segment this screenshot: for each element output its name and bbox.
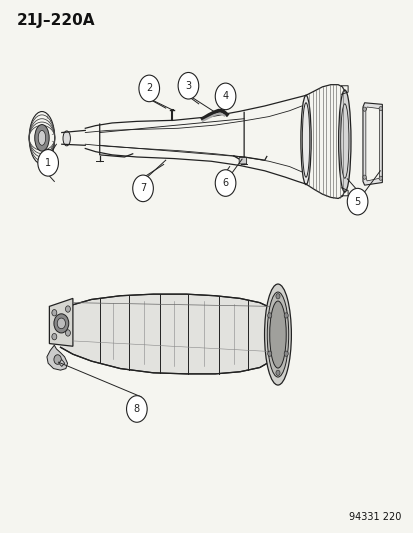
Ellipse shape <box>35 125 49 151</box>
Text: 6: 6 <box>222 178 228 188</box>
Ellipse shape <box>63 131 70 146</box>
Text: 1: 1 <box>45 158 51 168</box>
Circle shape <box>54 355 61 365</box>
Circle shape <box>215 169 235 196</box>
Text: 5: 5 <box>354 197 360 207</box>
Circle shape <box>215 83 235 110</box>
Text: 2: 2 <box>146 83 152 93</box>
Circle shape <box>139 75 159 102</box>
Polygon shape <box>59 360 64 367</box>
Text: 21J–220A: 21J–220A <box>17 13 95 28</box>
Ellipse shape <box>267 292 288 377</box>
FancyBboxPatch shape <box>239 158 246 164</box>
Circle shape <box>283 351 287 357</box>
Circle shape <box>54 314 69 333</box>
Circle shape <box>57 318 65 329</box>
Circle shape <box>267 351 271 357</box>
Circle shape <box>267 313 271 318</box>
Text: 3: 3 <box>185 81 191 91</box>
Circle shape <box>38 150 58 176</box>
Circle shape <box>52 310 57 316</box>
Circle shape <box>275 294 279 299</box>
Polygon shape <box>60 294 277 374</box>
Text: 8: 8 <box>133 404 140 414</box>
Polygon shape <box>49 298 73 346</box>
Ellipse shape <box>38 131 45 146</box>
Circle shape <box>362 107 366 111</box>
Circle shape <box>126 395 147 422</box>
Circle shape <box>52 334 57 340</box>
Circle shape <box>65 330 70 336</box>
Polygon shape <box>362 103 382 185</box>
Circle shape <box>378 107 382 111</box>
Circle shape <box>347 188 367 215</box>
Circle shape <box>133 175 153 201</box>
Circle shape <box>178 72 198 99</box>
Circle shape <box>362 175 366 179</box>
Circle shape <box>275 370 279 375</box>
Ellipse shape <box>269 301 285 368</box>
Circle shape <box>65 306 70 312</box>
Text: 94331 220: 94331 220 <box>348 512 400 522</box>
Ellipse shape <box>338 90 350 192</box>
Text: 4: 4 <box>222 91 228 101</box>
Circle shape <box>378 176 382 180</box>
Text: 7: 7 <box>140 183 146 193</box>
Circle shape <box>283 313 287 318</box>
Polygon shape <box>47 345 67 370</box>
Polygon shape <box>365 107 379 181</box>
Ellipse shape <box>264 284 291 385</box>
Ellipse shape <box>300 95 311 184</box>
